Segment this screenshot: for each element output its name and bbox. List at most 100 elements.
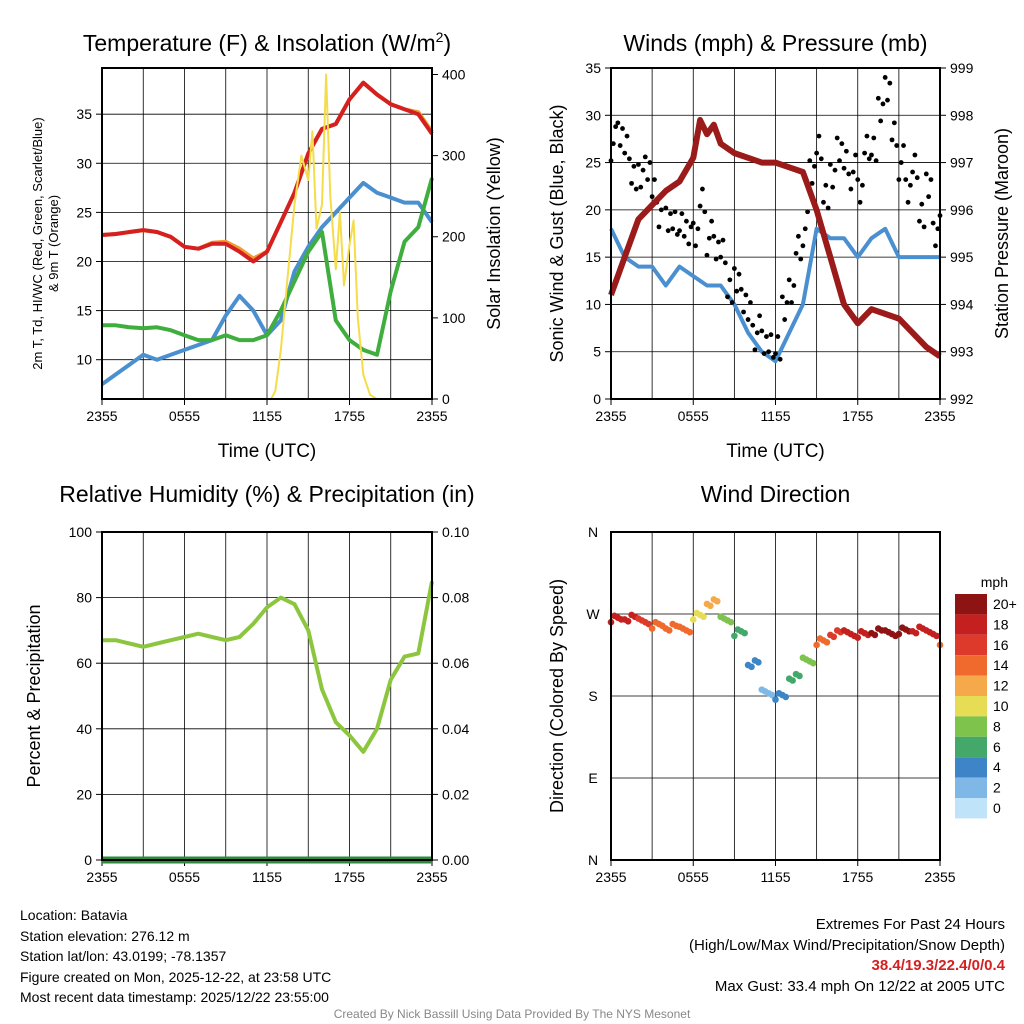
gust-point <box>786 277 792 283</box>
gust-point <box>862 150 868 156</box>
gust-point <box>645 177 651 182</box>
y2-axis-label: Station Pressure (Maroon) <box>992 128 1012 339</box>
extremes-values: 38.4/19.3/22.4/0/0.4 <box>871 957 1005 974</box>
max-gust: Max Gust: 33.4 mph On 12/22 at 2005 UTC <box>714 977 1005 995</box>
gust-point <box>615 120 621 126</box>
chart-title: Winds (mph) & Pressure (mb) <box>623 30 927 56</box>
gust-point <box>754 330 760 336</box>
gust-point <box>759 328 765 334</box>
x-tick-label: 2355 <box>924 869 955 885</box>
legend-label: 12 <box>993 678 1009 694</box>
direction-point <box>796 672 803 680</box>
gust-point <box>665 228 671 234</box>
y2-tick-label: 300 <box>442 148 466 164</box>
gust-point <box>914 175 920 181</box>
gust-point <box>871 135 877 141</box>
gust-point <box>642 154 648 160</box>
gust-point <box>837 158 842 164</box>
direction-point <box>789 677 796 684</box>
x-axis-label: Time (UTC) <box>218 441 317 462</box>
gust-point <box>656 224 662 230</box>
x-tick-label: 1155 <box>760 408 790 424</box>
direction-point <box>689 616 697 623</box>
series-relative-humidity <box>102 580 434 754</box>
gust-point <box>752 347 758 353</box>
gust-point <box>885 97 890 103</box>
legend-swatch <box>955 696 987 717</box>
y-tick-label: 80 <box>76 590 92 606</box>
gust-point <box>649 194 655 200</box>
direction-point <box>782 693 790 701</box>
gust-point <box>912 152 918 158</box>
legend-label: 20+ <box>993 596 1017 612</box>
legend-swatch <box>955 716 987 737</box>
y2-tick-label: 0.10 <box>442 524 469 540</box>
credit: Created By Nick Bassill Using Data Provi… <box>333 1007 691 1021</box>
gust-point <box>690 220 696 226</box>
direction-point <box>707 602 714 610</box>
gust-point <box>716 239 721 245</box>
gust-point <box>903 177 909 182</box>
direction-point <box>809 659 817 667</box>
gust-point <box>795 233 801 239</box>
gust-point <box>887 80 893 86</box>
y-tick-label: N <box>588 524 598 540</box>
y-axis-label-2: & 9m T (Orange) <box>46 195 61 292</box>
legend-label: 16 <box>993 637 1009 653</box>
legend-swatch <box>955 736 987 758</box>
gust-point <box>882 75 888 80</box>
y2-tick-label: 998 <box>950 107 974 123</box>
x-tick-label: 2355 <box>924 408 955 424</box>
gust-point <box>896 177 902 182</box>
legend-label: 0 <box>993 800 1001 816</box>
gust-point <box>766 349 772 355</box>
y-tick-label: 20 <box>76 253 92 269</box>
gust-point <box>777 356 783 362</box>
gust-point <box>901 143 906 148</box>
legend-swatch <box>955 655 987 676</box>
gust-point <box>727 277 733 283</box>
elevation: Station elevation: 276.12 m <box>20 927 190 944</box>
gust-point <box>832 167 838 173</box>
gust-point <box>725 294 730 300</box>
gust-point <box>764 334 769 339</box>
direction-point <box>768 691 776 699</box>
gust-point <box>731 266 737 271</box>
gust-point <box>880 101 886 107</box>
y-tick-label: 35 <box>76 106 92 122</box>
chart-title: Wind Direction <box>701 481 851 507</box>
x-tick-label: 1155 <box>760 869 790 885</box>
figure-created: Figure created on Mon, 2025-12-22, at 23… <box>20 968 332 985</box>
gust-point <box>928 177 934 182</box>
y2-tick-label: 0 <box>442 391 450 407</box>
gust-point <box>853 152 858 158</box>
gust-point <box>636 162 641 167</box>
gust-point <box>736 271 742 277</box>
direction-point <box>772 696 779 703</box>
legend-title: mph <box>981 574 1008 590</box>
direction-point <box>823 638 831 646</box>
gust-point <box>750 322 756 328</box>
gust-point <box>800 243 806 249</box>
y2-tick-label: 0.02 <box>442 786 469 802</box>
y2-tick-label: 0.04 <box>442 721 469 737</box>
gust-point <box>773 351 778 357</box>
x-tick-label: 1755 <box>334 869 365 885</box>
y-tick-label: 10 <box>585 296 601 312</box>
y-axis-label: Sonic Wind & Gust (Blue, Black) <box>547 104 567 362</box>
gust-point <box>779 294 785 300</box>
y-tick-label: 0 <box>84 852 92 868</box>
gust-point <box>638 184 644 190</box>
legend-label: 10 <box>993 698 1009 714</box>
series-2m-t <box>101 80 434 264</box>
x-tick-label: 1155 <box>252 408 282 424</box>
y-tick-label: N <box>588 852 598 868</box>
legend-label: 8 <box>993 718 1001 734</box>
gust-point <box>686 241 692 247</box>
gust-point <box>622 150 628 156</box>
gust-point <box>784 300 790 305</box>
gust-point <box>823 182 829 188</box>
series-station-pressure <box>608 117 942 359</box>
